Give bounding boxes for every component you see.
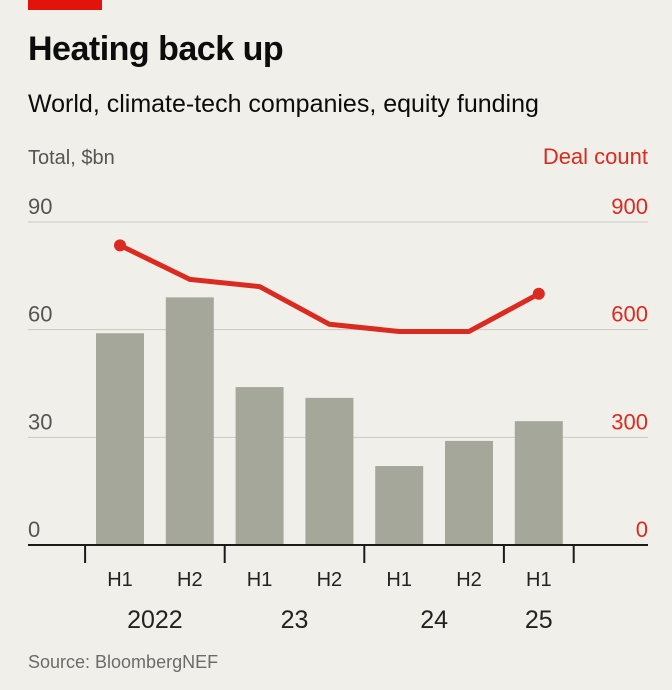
x-tick-label: H1 (386, 569, 412, 591)
bar (375, 466, 424, 545)
bar (445, 440, 493, 545)
chart-subtitle: World, climate-tech companies, equity fu… (28, 90, 539, 118)
chart-source: Source: BloombergNEF (28, 652, 219, 672)
year-label: 23 (281, 606, 309, 634)
x-tick-label: H1 (107, 569, 133, 591)
chart-title: Heating back up (28, 30, 284, 68)
bar (96, 333, 144, 545)
left-tick-label: 30 (28, 409, 52, 434)
brand-bar (28, 0, 102, 10)
left-tick-label: 60 (28, 302, 52, 327)
bar (305, 397, 354, 545)
bar (235, 387, 284, 545)
right-tick-label: 0 (636, 517, 648, 542)
line-start-marker (114, 239, 126, 252)
x-tick-label: H1 (247, 569, 273, 591)
right-axis-title: Deal count (543, 144, 648, 169)
right-tick-label: 600 (611, 302, 648, 327)
left-tick-label: 0 (28, 517, 40, 542)
left-axis-title: Total, $bn (28, 147, 115, 169)
x-tick-label: H2 (317, 569, 343, 591)
bar (514, 421, 563, 545)
x-tick-label: H1 (526, 569, 552, 591)
bar (165, 297, 214, 545)
year-label: 2022 (127, 606, 183, 634)
right-tick-label: 900 (611, 194, 648, 219)
line-end-marker (532, 287, 545, 300)
x-tick-label: H2 (177, 569, 203, 591)
x-tick-label: H2 (456, 569, 482, 591)
left-tick-label: 90 (28, 194, 52, 219)
year-label: 25 (525, 606, 553, 634)
right-tick-label: 300 (611, 409, 648, 434)
deal-count-line (117, 242, 542, 334)
year-label: 24 (420, 606, 448, 634)
